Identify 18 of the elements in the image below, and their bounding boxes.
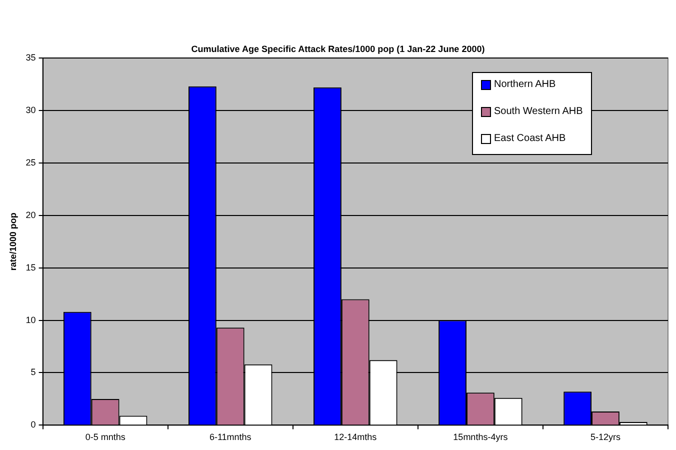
x-tick-label: 15mnths-4yrs [453,432,508,442]
y-axis-title: rate/1000 pop [8,212,18,271]
legend-label: East Coast AHB [494,133,566,144]
y-tick-label: 10 [26,314,36,325]
y-tick-label: 15 [26,262,36,272]
y-tick-label: 25 [26,157,36,168]
y-tick-label: 5 [30,367,36,378]
chart-title: Cumulative Age Specific Attack Rates/1000 pop (1 Jan-22 June 2000) [190,44,486,54]
y-tick-label: 20 [26,210,36,220]
x-tick-label: 12-14mths [334,432,378,442]
legend-label: South Western AHB [494,106,583,117]
x-tick-label: 0-5 mnths [85,432,126,442]
x-tick-label: 5-12yrs [590,432,621,442]
y-tick-label: 0 [30,420,36,430]
y-tick-label: 30 [26,104,36,115]
x-tick-label: 6-11mnths [209,432,252,442]
y-tick-label: 35 [26,52,36,62]
legend-label: Northern AHB [494,79,556,90]
